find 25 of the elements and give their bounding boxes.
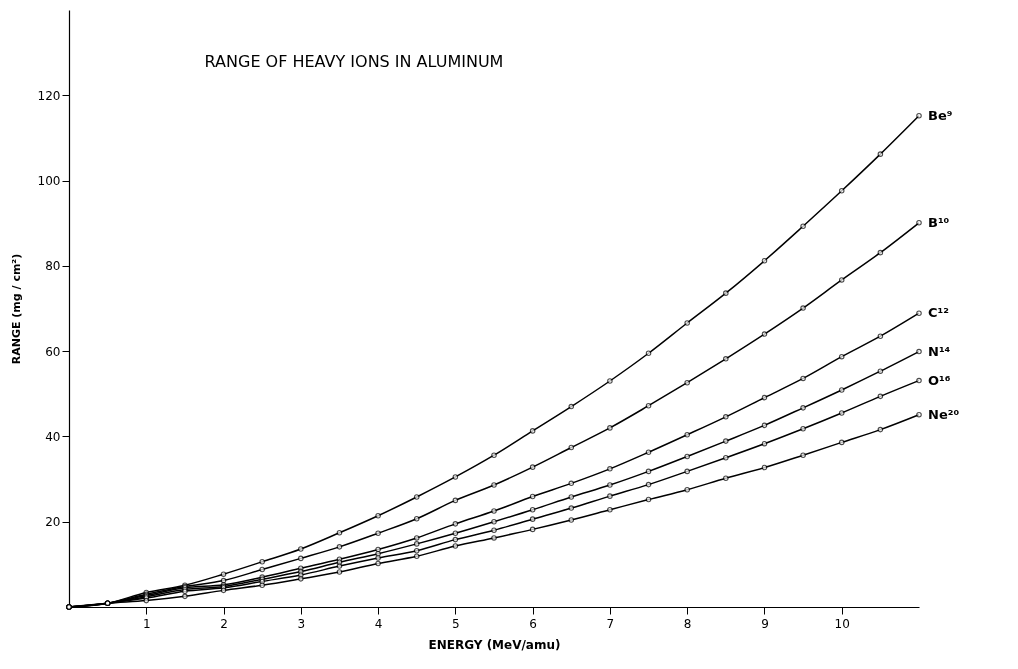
x-tick-label: 1 bbox=[142, 616, 151, 631]
text: RANGE OF HEAVY IONS IN ALUMINUM bbox=[204, 52, 504, 71]
x-axis-title: ENERGY (MeV/amu) bbox=[428, 637, 561, 652]
series-label: Be⁹ bbox=[928, 107, 953, 123]
y-tick-label: 100 bbox=[37, 174, 61, 189]
y-tick-label: 40 bbox=[45, 429, 61, 444]
y-tick-label: 20 bbox=[45, 515, 61, 530]
series-label: C¹² bbox=[928, 305, 949, 321]
series-label: O¹⁶ bbox=[928, 372, 951, 388]
x-tick-label: 8 bbox=[683, 616, 692, 631]
x-tick-label: 2 bbox=[220, 616, 228, 631]
x-tick-label: 4 bbox=[374, 616, 383, 631]
x-tick-label: 6 bbox=[529, 616, 537, 631]
series-label: B¹⁰ bbox=[928, 214, 950, 230]
y-tick-label: 80 bbox=[45, 259, 61, 274]
x-tick-label: 10 bbox=[834, 616, 850, 631]
series-label: N¹⁴ bbox=[928, 343, 951, 359]
series-label: Ne²⁰ bbox=[928, 406, 960, 422]
y-tick-label: 60 bbox=[45, 344, 61, 359]
x-tick-label: 9 bbox=[761, 616, 769, 631]
x-tick-label: 3 bbox=[297, 616, 306, 631]
y-tick-label: 120 bbox=[37, 88, 61, 103]
y-axis-title: RANGE (mg / cm²) bbox=[9, 253, 23, 365]
x-tick-label: 7 bbox=[606, 616, 615, 631]
x-tick-label: 5 bbox=[452, 616, 460, 631]
